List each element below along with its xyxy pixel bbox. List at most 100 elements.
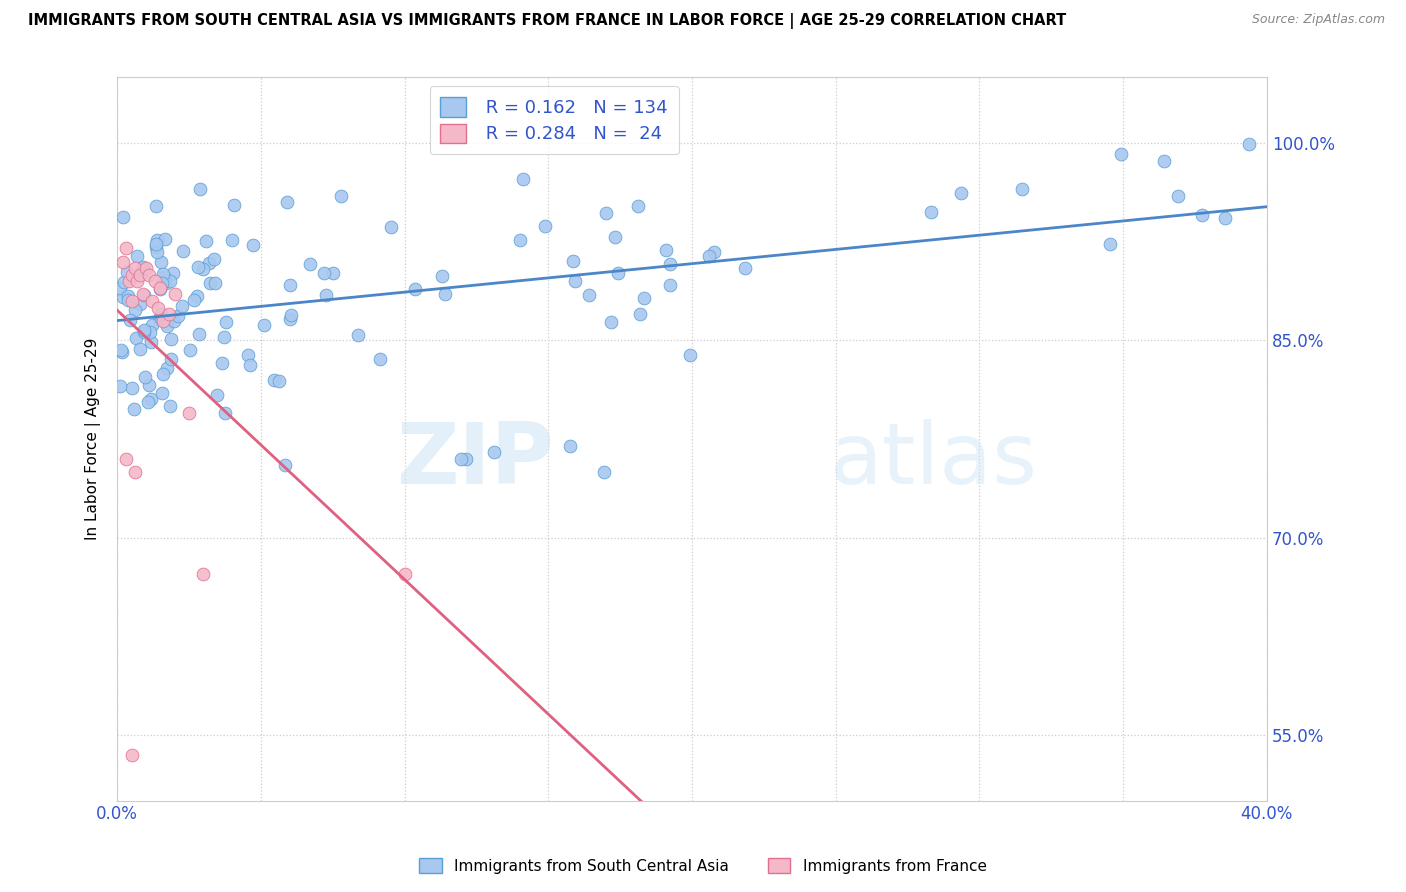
Point <box>163 287 186 301</box>
Point <box>198 277 221 291</box>
Point <box>236 348 259 362</box>
Point <box>143 274 166 288</box>
Point <box>278 277 301 292</box>
Point <box>430 268 453 283</box>
Point <box>560 439 582 453</box>
Point <box>150 307 173 321</box>
Point <box>214 330 236 344</box>
Point <box>131 265 153 279</box>
Legend:  R = 0.162   N = 134,  R = 0.284   N =  24: R = 0.162 N = 134, R = 0.284 N = 24 <box>430 87 679 154</box>
Point <box>111 254 134 268</box>
Point <box>146 301 169 315</box>
Point <box>149 281 172 295</box>
Point <box>278 312 301 326</box>
Point <box>149 311 172 326</box>
Point <box>368 352 391 367</box>
Point <box>239 358 262 372</box>
Point <box>703 244 725 259</box>
Point <box>111 290 134 304</box>
Point <box>153 270 176 285</box>
Point <box>512 172 534 186</box>
Point <box>454 451 477 466</box>
Point <box>193 567 215 582</box>
Point <box>172 244 194 258</box>
Point <box>593 465 616 479</box>
Point <box>380 219 402 234</box>
Point <box>274 458 297 473</box>
Point <box>145 239 167 253</box>
Point <box>347 328 370 343</box>
Text: atlas: atlas <box>830 419 1038 502</box>
Point <box>141 293 163 308</box>
Point <box>202 252 225 266</box>
Point <box>108 379 131 393</box>
Point <box>679 348 702 362</box>
Point <box>329 188 352 202</box>
Point <box>179 406 201 420</box>
Point <box>115 451 138 466</box>
Point <box>127 274 149 288</box>
Point <box>125 249 148 263</box>
Point <box>950 186 973 200</box>
Point <box>132 288 155 302</box>
Point <box>117 288 139 302</box>
Point <box>155 277 177 291</box>
Point <box>322 266 344 280</box>
Point <box>159 274 181 288</box>
Point <box>121 293 143 308</box>
Point <box>159 332 181 346</box>
Text: Source: ZipAtlas.com: Source: ZipAtlas.com <box>1251 13 1385 27</box>
Point <box>111 344 134 359</box>
Point <box>145 234 167 248</box>
Point <box>163 314 186 328</box>
Point <box>179 343 201 357</box>
Point <box>655 243 678 257</box>
Text: IMMIGRANTS FROM SOUTH CENTRAL ASIA VS IMMIGRANTS FROM FRANCE IN LABOR FORCE | AG: IMMIGRANTS FROM SOUTH CENTRAL ASIA VS IM… <box>28 13 1066 29</box>
Point <box>1109 147 1132 161</box>
Point <box>404 282 426 296</box>
Point <box>607 266 630 280</box>
Point <box>118 274 141 288</box>
Point <box>129 342 152 356</box>
Point <box>263 373 285 387</box>
Point <box>132 260 155 274</box>
Point <box>121 381 143 395</box>
Point <box>211 356 233 370</box>
Point <box>600 315 623 329</box>
Point <box>152 314 174 328</box>
Point <box>204 276 226 290</box>
Point <box>112 275 135 289</box>
Point <box>564 275 586 289</box>
Point <box>1237 136 1260 151</box>
Point <box>156 318 179 333</box>
Point <box>121 747 143 762</box>
Point <box>138 268 160 282</box>
Point <box>450 451 472 466</box>
Point <box>298 257 321 271</box>
Point <box>159 352 181 367</box>
Point <box>134 370 156 384</box>
Point <box>394 567 416 582</box>
Point <box>1153 153 1175 168</box>
Point <box>920 205 942 219</box>
Point <box>267 374 290 388</box>
Point <box>188 327 211 342</box>
Point <box>124 465 146 479</box>
Point <box>150 386 173 401</box>
Point <box>121 268 143 282</box>
Point <box>152 367 174 381</box>
Point <box>595 206 617 220</box>
Legend: Immigrants from South Central Asia, Immigrants from France: Immigrants from South Central Asia, Immi… <box>413 852 993 880</box>
Point <box>561 253 583 268</box>
Point <box>139 326 162 340</box>
Point <box>734 261 756 276</box>
Point <box>157 307 180 321</box>
Point <box>110 343 132 358</box>
Point <box>145 199 167 213</box>
Point <box>183 293 205 307</box>
Point <box>314 266 336 280</box>
Point <box>132 323 155 337</box>
Point <box>111 210 134 224</box>
Point <box>152 267 174 281</box>
Point <box>434 287 457 301</box>
